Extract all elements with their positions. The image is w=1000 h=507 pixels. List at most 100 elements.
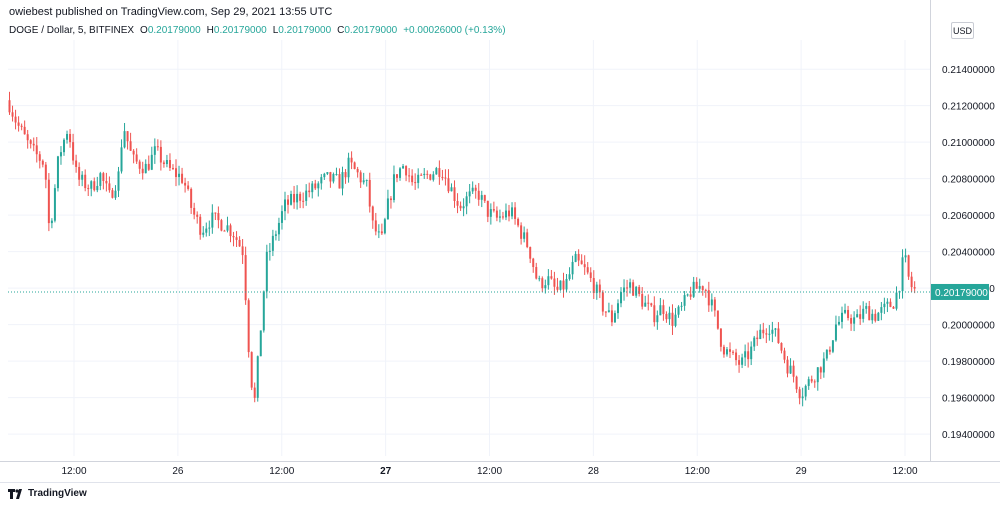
candle-body — [841, 312, 844, 322]
x-tick-label: 28 — [588, 466, 600, 477]
candle-body — [707, 290, 710, 306]
y-tick-label: 0.19800000 — [942, 357, 995, 368]
candle-body — [193, 207, 196, 215]
candle-body — [683, 295, 686, 306]
candle-body — [644, 302, 647, 307]
candle-body — [399, 168, 402, 178]
candle-body — [580, 260, 583, 265]
candle-body — [828, 349, 831, 352]
y-tick-label: 0.20800000 — [942, 175, 995, 186]
candle-body — [302, 200, 305, 202]
tradingview-logo[interactable]: TradingView — [8, 488, 87, 499]
candle-body — [377, 231, 380, 233]
candle-body — [804, 385, 807, 397]
candle-body — [389, 198, 392, 201]
candle-body — [504, 210, 507, 218]
candle-body — [75, 160, 78, 167]
candle-body — [408, 175, 411, 177]
candle-body — [656, 315, 659, 323]
candle-body — [287, 199, 290, 205]
candle-body — [29, 140, 32, 144]
candle-body — [786, 359, 789, 374]
candle-body — [238, 239, 241, 247]
candle-body — [17, 122, 20, 126]
candle-body — [741, 357, 744, 365]
candle-body — [538, 278, 541, 280]
candle-body — [323, 173, 326, 178]
candle-body — [883, 303, 886, 308]
candle-body — [795, 376, 798, 390]
currency-button[interactable]: USD — [951, 22, 974, 39]
y-tick-label: 0.20000000 — [942, 321, 995, 332]
candle-body — [277, 222, 280, 235]
candle-body — [159, 146, 162, 163]
candle-body — [462, 206, 465, 209]
candle-body — [280, 211, 283, 223]
candle-body — [853, 317, 856, 324]
candle-body — [807, 379, 810, 386]
candle-body — [414, 182, 417, 184]
candle-body — [444, 177, 447, 179]
candle-body — [184, 182, 187, 186]
candle-body — [677, 306, 680, 315]
candle-body — [244, 255, 247, 301]
candle-body — [371, 206, 374, 221]
candle-body — [901, 257, 904, 292]
candle-body — [865, 306, 868, 309]
candle-body — [698, 286, 701, 289]
candle-body — [332, 174, 335, 182]
candle-body — [868, 306, 871, 321]
candle-body — [374, 220, 377, 232]
candle-body — [202, 232, 205, 235]
candle-body — [138, 161, 141, 169]
candle-body — [81, 174, 84, 180]
candle-body — [438, 168, 441, 177]
candle-body — [735, 352, 738, 361]
candle-body — [859, 314, 862, 319]
candle-body — [680, 305, 683, 307]
y-tick-label: 0.21400000 — [942, 65, 995, 76]
candle-body — [753, 337, 756, 347]
candle-body — [728, 349, 731, 352]
candle-body — [8, 100, 11, 113]
symbol-title[interactable]: DOGE / Dollar, 5, BITFINEX — [9, 25, 135, 36]
x-tick-label: 26 — [172, 466, 184, 477]
candle-body — [598, 284, 601, 293]
candle-body — [895, 292, 898, 309]
candle-body — [834, 324, 837, 341]
candle-body — [613, 313, 616, 323]
candle-body — [338, 174, 341, 189]
candle-body — [574, 253, 577, 262]
candle-body — [710, 299, 713, 306]
candle-body — [514, 207, 517, 219]
candle-body — [492, 209, 495, 211]
candle-body — [544, 285, 547, 289]
candle-body — [14, 116, 17, 123]
candle-body — [511, 207, 514, 217]
candle-body — [913, 287, 916, 289]
candle-body — [63, 139, 66, 153]
candle-body — [877, 312, 880, 321]
candle-body — [247, 300, 250, 353]
candle-body — [223, 230, 226, 232]
candle-body — [250, 352, 253, 388]
candle-body — [156, 146, 159, 148]
candle-body — [262, 291, 265, 331]
candle-body — [547, 276, 550, 286]
candle-body — [96, 185, 99, 191]
candle-body — [801, 396, 804, 399]
candle-body — [695, 281, 698, 289]
candle-body — [326, 172, 329, 174]
candle-body — [777, 328, 780, 344]
candle-body — [395, 174, 398, 178]
candle-body — [111, 190, 114, 198]
candle-body — [72, 142, 75, 161]
candle-body — [565, 278, 568, 290]
candle-body — [59, 152, 62, 157]
candle-body — [171, 167, 174, 169]
candle-body — [120, 147, 123, 172]
candle-body — [498, 216, 501, 218]
candle-body — [178, 173, 181, 178]
candle-body — [265, 251, 268, 292]
